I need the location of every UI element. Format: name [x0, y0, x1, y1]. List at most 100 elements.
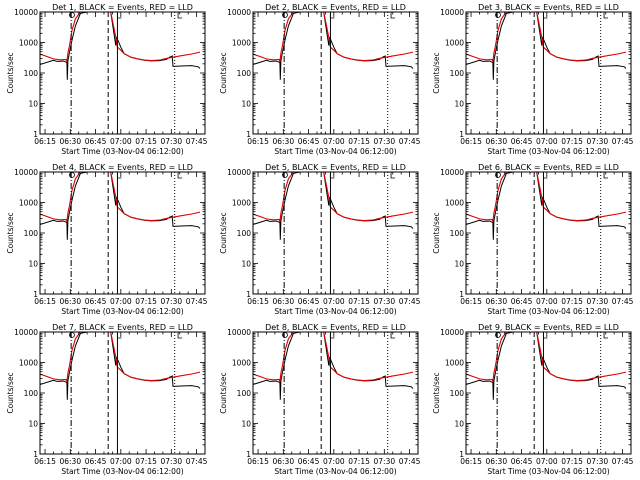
lld-series-line — [253, 332, 414, 383]
x-axis-label: Start Time (03-Nov-04 06:12:00) — [487, 147, 609, 156]
y-tick-label: 10 — [454, 100, 464, 109]
panel-title: Det 7, BLACK = Events, RED = LLD — [52, 323, 193, 332]
plot-frame — [39, 331, 206, 455]
y-tick-label: 10000 — [440, 8, 464, 17]
bracket-symbol — [177, 332, 183, 339]
x-tick-label: 07:30 — [587, 297, 609, 306]
events-series-line — [466, 332, 627, 400]
x-tick-label: 07:00 — [323, 457, 345, 466]
y-tick-label: 10000 — [227, 8, 251, 17]
detector-panel: Det 1, BLACK = Events, RED = LLD 1 10 100 10… — [6, 3, 208, 156]
plot-frame — [465, 11, 632, 135]
y-tick-label: 100 — [237, 229, 252, 238]
x-tick-label: 06:45 — [85, 297, 107, 306]
x-tick-label: 07:00 — [110, 297, 132, 306]
bracket-symbol — [117, 172, 122, 179]
detector-panel: Det 7, BLACK = Events, RED = LLD 1 10 100 10… — [6, 323, 208, 476]
x-tick-label: 06:30 — [272, 297, 294, 306]
x-tick-label: 07:45 — [612, 297, 634, 306]
y-tick-label: 10000 — [14, 8, 38, 17]
x-tick-label: 07:15 — [135, 457, 157, 466]
plot-frame — [39, 11, 206, 135]
detector-panel: Det 2, BLACK = Events, RED = LLD 1 10 100 10… — [219, 3, 421, 156]
lld-series-line — [40, 12, 201, 63]
x-axis-label: Start Time (03-Nov-04 06:12:00) — [487, 307, 609, 316]
panel-title: Det 4, BLACK = Events, RED = LLD — [52, 163, 193, 172]
y-tick-label: 1 — [33, 130, 38, 139]
y-tick-label: 100 — [237, 69, 252, 78]
plot-frame — [252, 331, 419, 455]
x-tick-label: 07:45 — [186, 457, 208, 466]
x-tick-label: 06:30 — [272, 137, 294, 146]
x-tick-label: 06:30 — [59, 457, 81, 466]
y-tick-label: 100 — [450, 69, 465, 78]
y-axis-label: Counts/sec — [432, 52, 441, 93]
y-tick-label: 10 — [28, 420, 38, 429]
panel-title: Det 1, BLACK = Events, RED = LLD — [52, 3, 193, 12]
x-tick-label: 07:30 — [161, 137, 183, 146]
x-axis-label: Start Time (03-Nov-04 06:12:00) — [487, 467, 609, 476]
y-axis-label: Counts/sec — [432, 372, 441, 413]
x-tick-label: 06:15 — [34, 137, 56, 146]
y-tick-label: 1 — [246, 130, 251, 139]
plot-area — [40, 332, 201, 454]
plot-area — [253, 172, 414, 294]
y-tick-label: 1 — [33, 450, 38, 459]
x-axis-label: Start Time (03-Nov-04 06:12:00) — [274, 147, 396, 156]
y-tick-label: 10000 — [440, 328, 464, 337]
events-series-line — [40, 332, 201, 400]
y-tick-label: 10000 — [227, 168, 251, 177]
x-tick-label: 07:30 — [374, 137, 396, 146]
x-axis-label: Start Time (03-Nov-04 06:12:00) — [61, 147, 183, 156]
x-tick-label: 07:45 — [399, 457, 421, 466]
bracket-symbol — [603, 12, 609, 19]
x-tick-label: 07:45 — [399, 297, 421, 306]
bracket-symbol — [543, 332, 548, 339]
x-tick-label: 07:30 — [374, 457, 396, 466]
events-series-line — [253, 12, 414, 80]
detector-panel: Det 6, BLACK = Events, RED = LLD 1 10 100 10… — [432, 163, 634, 316]
x-tick-label: 06:45 — [511, 297, 533, 306]
x-tick-label: 06:15 — [460, 137, 482, 146]
detector-panel: Det 5, BLACK = Events, RED = LLD 1 10 100 10… — [219, 163, 421, 316]
lld-series-line — [466, 172, 627, 223]
y-axis-label: Counts/sec — [6, 212, 15, 253]
bracket-symbol — [177, 12, 183, 19]
x-tick-label: 06:45 — [511, 137, 533, 146]
bracket-symbol — [177, 172, 183, 179]
plot-frame — [39, 171, 206, 295]
x-tick-label: 06:45 — [298, 137, 320, 146]
x-tick-label: 06:45 — [85, 457, 107, 466]
y-axis-label: Counts/sec — [219, 52, 228, 93]
bracket-symbol — [117, 12, 122, 19]
x-tick-label: 06:15 — [460, 457, 482, 466]
y-tick-label: 10 — [454, 260, 464, 269]
x-tick-label: 07:15 — [135, 137, 157, 146]
x-tick-label: 07:00 — [323, 297, 345, 306]
x-tick-label: 07:00 — [536, 137, 558, 146]
x-tick-label: 07:15 — [561, 457, 583, 466]
y-tick-label: 1 — [246, 290, 251, 299]
y-tick-label: 1000 — [232, 39, 251, 48]
plot-area — [253, 12, 414, 134]
plot-frame — [465, 331, 632, 455]
y-tick-label: 10 — [454, 420, 464, 429]
y-axis-label: Counts/sec — [6, 52, 15, 93]
panel-title: Det 9, BLACK = Events, RED = LLD — [478, 323, 619, 332]
x-tick-label: 06:15 — [34, 457, 56, 466]
detector-panel: Det 8, BLACK = Events, RED = LLD 1 10 100 10… — [219, 323, 421, 476]
x-axis-label: Start Time (03-Nov-04 06:12:00) — [274, 307, 396, 316]
x-axis-label: Start Time (03-Nov-04 06:12:00) — [274, 467, 396, 476]
y-tick-label: 1 — [33, 290, 38, 299]
x-tick-label: 06:30 — [272, 457, 294, 466]
y-tick-label: 100 — [450, 389, 465, 398]
x-tick-label: 06:30 — [485, 457, 507, 466]
y-tick-label: 10 — [241, 100, 251, 109]
panel-title: Det 3, BLACK = Events, RED = LLD — [478, 3, 619, 12]
y-tick-label: 1 — [459, 130, 464, 139]
plot-frame — [465, 171, 632, 295]
x-tick-label: 07:15 — [348, 137, 370, 146]
x-tick-label: 07:45 — [612, 457, 634, 466]
bracket-symbol — [117, 332, 122, 339]
